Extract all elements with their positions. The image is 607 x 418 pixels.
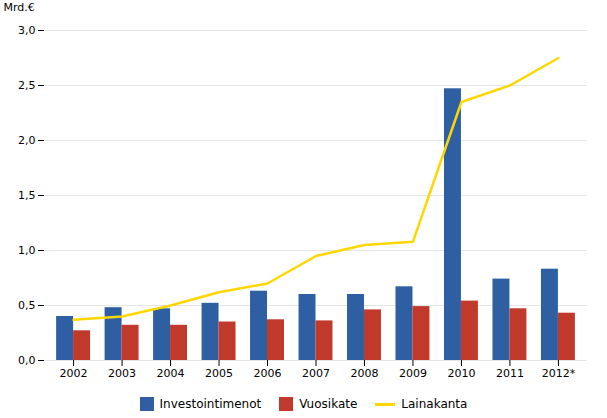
svg-text:2010: 2010 (447, 367, 475, 380)
svg-text:2004: 2004 (157, 367, 185, 380)
html-text:Vuosikate: Vuosikate (299, 397, 358, 411)
svg-text:2007: 2007 (302, 367, 330, 380)
svg-text:2005: 2005 (205, 367, 233, 380)
svg-text:1,5: 1,5 (18, 189, 36, 202)
svg-text:3,0: 3,0 (18, 24, 36, 37)
svg-text:2,0: 2,0 (18, 134, 36, 147)
svg-text:0,0: 0,0 (18, 354, 36, 367)
svg-text:0,5: 0,5 (18, 299, 36, 312)
svg-text:2002: 2002 (60, 367, 88, 380)
svg-text:2012*: 2012* (542, 367, 576, 380)
html-text:Investointimenot: Investointimenot (159, 397, 262, 411)
svg-text:2009: 2009 (399, 367, 427, 380)
svg-text:2006: 2006 (254, 367, 282, 380)
svg-text:1,0: 1,0 (18, 244, 36, 257)
svg-text:Mrd.€: Mrd.€ (4, 1, 35, 14)
svg-text:2,5: 2,5 (18, 79, 36, 92)
svg-text:2003: 2003 (108, 367, 136, 380)
svg-text:2008: 2008 (350, 367, 378, 380)
html-text:Lainakanta: Lainakanta (401, 397, 468, 411)
svg-text:2011: 2011 (496, 367, 524, 380)
